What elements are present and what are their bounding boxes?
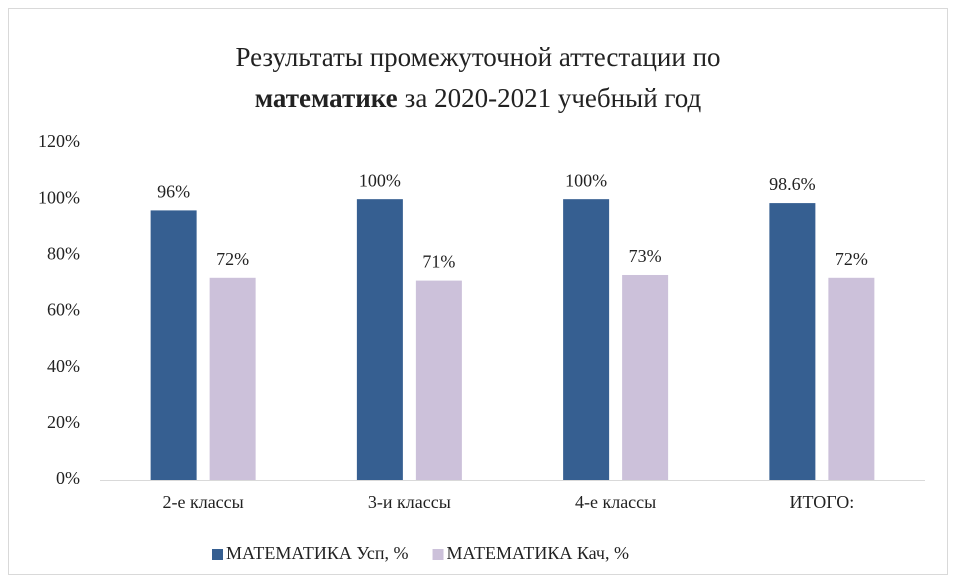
y-tick-label: 40% <box>47 356 80 376</box>
y-tick-label: 20% <box>47 412 80 432</box>
title-part: Результаты промежуточной аттестации по <box>235 42 720 72</box>
x-tick-label: 2-е классы <box>162 492 243 512</box>
y-tick-label: 60% <box>47 300 80 320</box>
data-label: 73% <box>629 246 662 266</box>
bar <box>769 203 816 480</box>
y-tick-label: 80% <box>47 243 80 263</box>
title-part: математике <box>255 83 398 113</box>
data-label: 98.6% <box>769 174 816 194</box>
legend-label: МАТЕМАТИКА Усп, % <box>226 543 409 563</box>
data-label: 72% <box>835 249 868 269</box>
title-part: за 2020-2021 учебный год <box>405 83 702 113</box>
bar <box>828 277 875 480</box>
y-tick-label: 100% <box>38 187 80 207</box>
bar <box>622 274 669 480</box>
data-label: 96% <box>157 182 190 202</box>
x-tick-label: 4-е классы <box>575 492 656 512</box>
bar <box>563 199 610 480</box>
legend-label: МАТЕМАТИКА Кач, % <box>447 543 629 563</box>
data-label: 100% <box>565 170 607 190</box>
x-tick-label: ИТОГО: <box>790 492 855 512</box>
y-tick-label: 0% <box>56 468 80 488</box>
x-tick-label: 3-и классы <box>368 492 451 512</box>
legend-swatch <box>432 549 444 560</box>
chart-title: математике за 2020-2021 учебный год <box>255 83 702 113</box>
legend-swatch <box>212 549 223 560</box>
bar <box>356 199 403 480</box>
data-label: 100% <box>359 170 401 190</box>
y-tick-label: 120% <box>38 131 80 151</box>
bar <box>209 277 256 480</box>
bar <box>150 210 197 480</box>
data-label: 71% <box>422 252 455 272</box>
bar <box>415 280 462 480</box>
chart-title: Результаты промежуточной аттестации по <box>235 42 720 72</box>
data-label: 72% <box>216 249 249 269</box>
